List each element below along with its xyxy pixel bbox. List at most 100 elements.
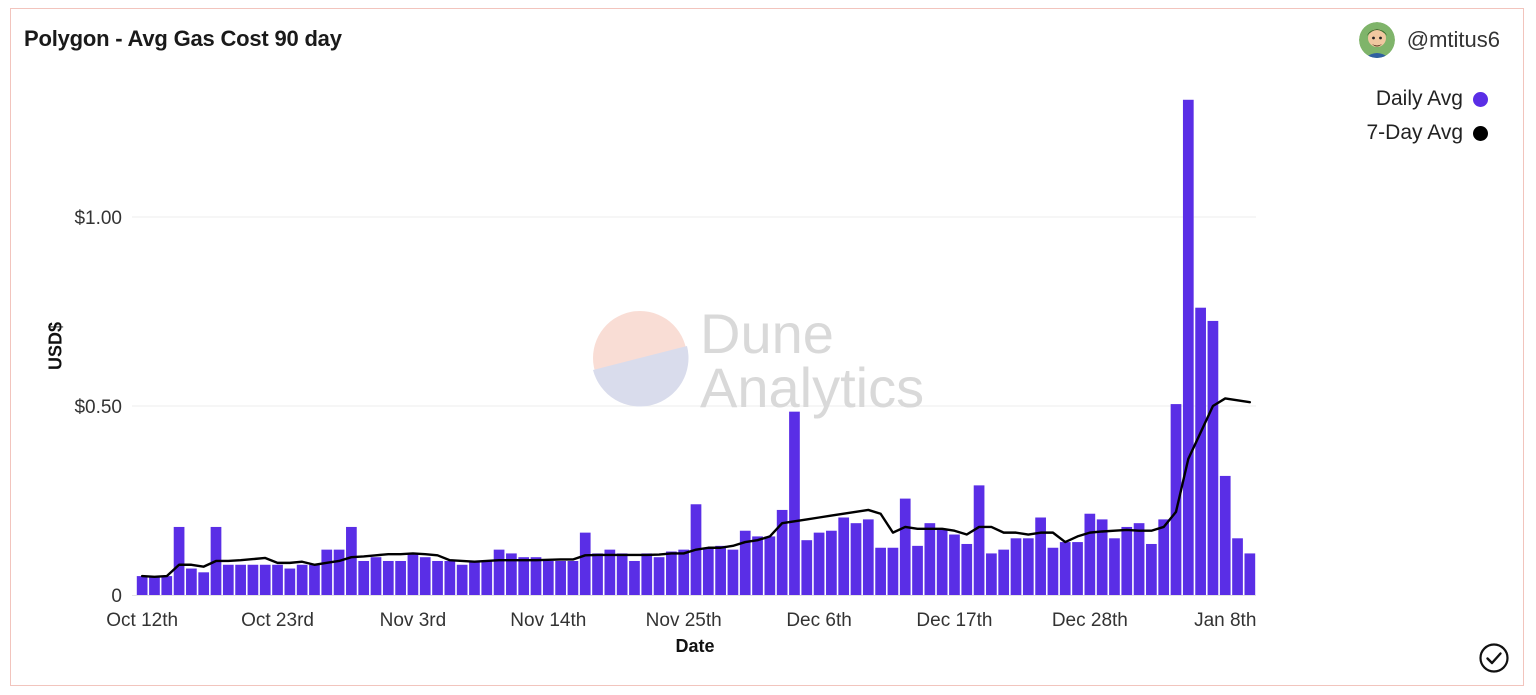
line-7-day-avg — [140, 397, 1252, 579]
bar-daily-avg — [936, 528, 948, 595]
y-tick-label: $1.00 — [74, 208, 122, 229]
legend-item-daily-avg[interactable]: Daily Avg — [1367, 82, 1488, 116]
x-tick-label: Dec 17th — [916, 610, 992, 631]
bar-daily-avg — [346, 526, 357, 595]
bar-daily-avg — [1059, 542, 1071, 595]
legend-item-7-day-avg[interactable]: 7-Day Avg — [1366, 116, 1488, 150]
bar-daily-avg — [961, 543, 973, 595]
bar-daily-avg — [358, 560, 370, 595]
bar-daily-avg — [235, 564, 246, 595]
bar-daily-avg — [1121, 526, 1133, 595]
watermark-line1: Dune — [700, 302, 834, 365]
bar-daily-avg — [998, 549, 1010, 595]
bar-daily-avg — [752, 536, 763, 595]
bar-daily-avg — [1096, 519, 1108, 595]
bar-daily-avg — [1170, 404, 1182, 595]
x-tick-label: Nov 25th — [646, 610, 722, 631]
x-axis-label: Date — [675, 636, 715, 656]
bar-daily-avg — [666, 551, 677, 595]
bar-daily-avg — [1146, 543, 1157, 595]
x-tick-label: Dec 28th — [1052, 610, 1128, 631]
bar-daily-avg — [986, 553, 997, 595]
grid-layer — [132, 216, 1256, 596]
bar-daily-avg — [616, 553, 628, 595]
bar-daily-avg — [1035, 517, 1046, 595]
bar-daily-avg — [629, 560, 640, 595]
bar-daily-avg — [875, 547, 886, 595]
bar-daily-avg — [1133, 523, 1145, 595]
bar-daily-avg — [444, 560, 456, 595]
bar-daily-avg — [1072, 542, 1083, 595]
bar-daily-avg — [518, 557, 530, 595]
bar-daily-avg — [296, 564, 308, 595]
bar-daily-avg — [641, 553, 653, 595]
bar-daily-avg — [161, 576, 173, 595]
bar-daily-avg — [382, 560, 394, 595]
bar-daily-avg — [739, 530, 751, 595]
bar-daily-avg — [973, 485, 985, 595]
bar-daily-avg — [702, 547, 714, 595]
bar-daily-avg — [186, 568, 197, 595]
bar-daily-avg — [309, 564, 320, 595]
bars-layer — [136, 99, 1256, 596]
bar-daily-avg — [1207, 320, 1219, 595]
bar-daily-avg — [801, 540, 813, 595]
bar-daily-avg — [407, 553, 419, 595]
bar-daily-avg — [899, 498, 911, 595]
bar-daily-avg — [456, 564, 468, 595]
bar-daily-avg — [395, 560, 406, 595]
bar-daily-avg — [1047, 547, 1059, 595]
bar-daily-avg — [1232, 538, 1243, 595]
bar-daily-avg — [222, 564, 234, 595]
user-avatar-icon[interactable] — [1358, 22, 1395, 58]
bar-daily-avg — [912, 545, 923, 595]
bar-daily-avg — [653, 557, 665, 595]
bar-daily-avg — [333, 549, 345, 595]
bar-daily-avg — [198, 572, 210, 595]
check-circle-icon[interactable] — [1478, 642, 1510, 674]
x-tick-label: Oct 23rd — [241, 610, 314, 631]
x-tick-label: Nov 3rd — [380, 610, 447, 631]
bar-daily-avg — [1244, 553, 1256, 595]
bar-daily-avg — [579, 532, 591, 596]
bar-daily-avg — [567, 560, 579, 595]
legend: Daily Avg 7-Day Avg — [1366, 82, 1488, 150]
bar-daily-avg — [727, 549, 739, 595]
y-tick-label: $0.50 — [74, 397, 122, 418]
legend-dot-daily-avg — [1473, 91, 1488, 107]
bar-daily-avg — [1010, 538, 1022, 595]
watermark: Dune Analytics — [593, 302, 924, 419]
bar-daily-avg — [838, 517, 850, 595]
author-info[interactable]: @mtitus6 — [1358, 22, 1500, 58]
x-tick-label: Nov 14th — [510, 610, 586, 631]
bar-daily-avg — [469, 560, 480, 595]
bar-daily-avg — [1109, 538, 1120, 595]
bar-daily-avg — [370, 557, 382, 595]
bar-daily-avg — [949, 534, 960, 595]
bar-daily-avg — [149, 576, 160, 595]
bar-daily-avg — [506, 553, 517, 595]
bar-daily-avg — [678, 549, 690, 595]
bar-daily-avg — [789, 411, 800, 595]
bar-daily-avg — [284, 568, 296, 595]
chart-title: Polygon - Avg Gas Cost 90 day — [24, 26, 342, 51]
bar-daily-avg — [247, 564, 259, 595]
bar-daily-avg — [321, 549, 333, 595]
bar-daily-avg — [604, 549, 616, 595]
bar-daily-avg — [813, 532, 825, 596]
watermark-line2: Analytics — [700, 356, 924, 419]
bar-daily-avg — [259, 564, 271, 595]
bar-daily-avg — [1219, 475, 1231, 595]
legend-label-7-day-avg: 7-Day Avg — [1366, 121, 1464, 144]
bar-daily-avg — [715, 545, 726, 595]
x-tick-label: Jan 8th — [1194, 610, 1256, 631]
bar-daily-avg — [1182, 99, 1194, 595]
bar-daily-avg — [826, 530, 837, 595]
bar-daily-avg — [173, 526, 185, 595]
bar-daily-avg — [481, 560, 493, 595]
bar-daily-avg — [555, 560, 566, 595]
bar-daily-avg — [136, 576, 148, 595]
bar-daily-avg — [924, 523, 936, 595]
author-name[interactable]: @mtitus6 — [1406, 27, 1500, 52]
